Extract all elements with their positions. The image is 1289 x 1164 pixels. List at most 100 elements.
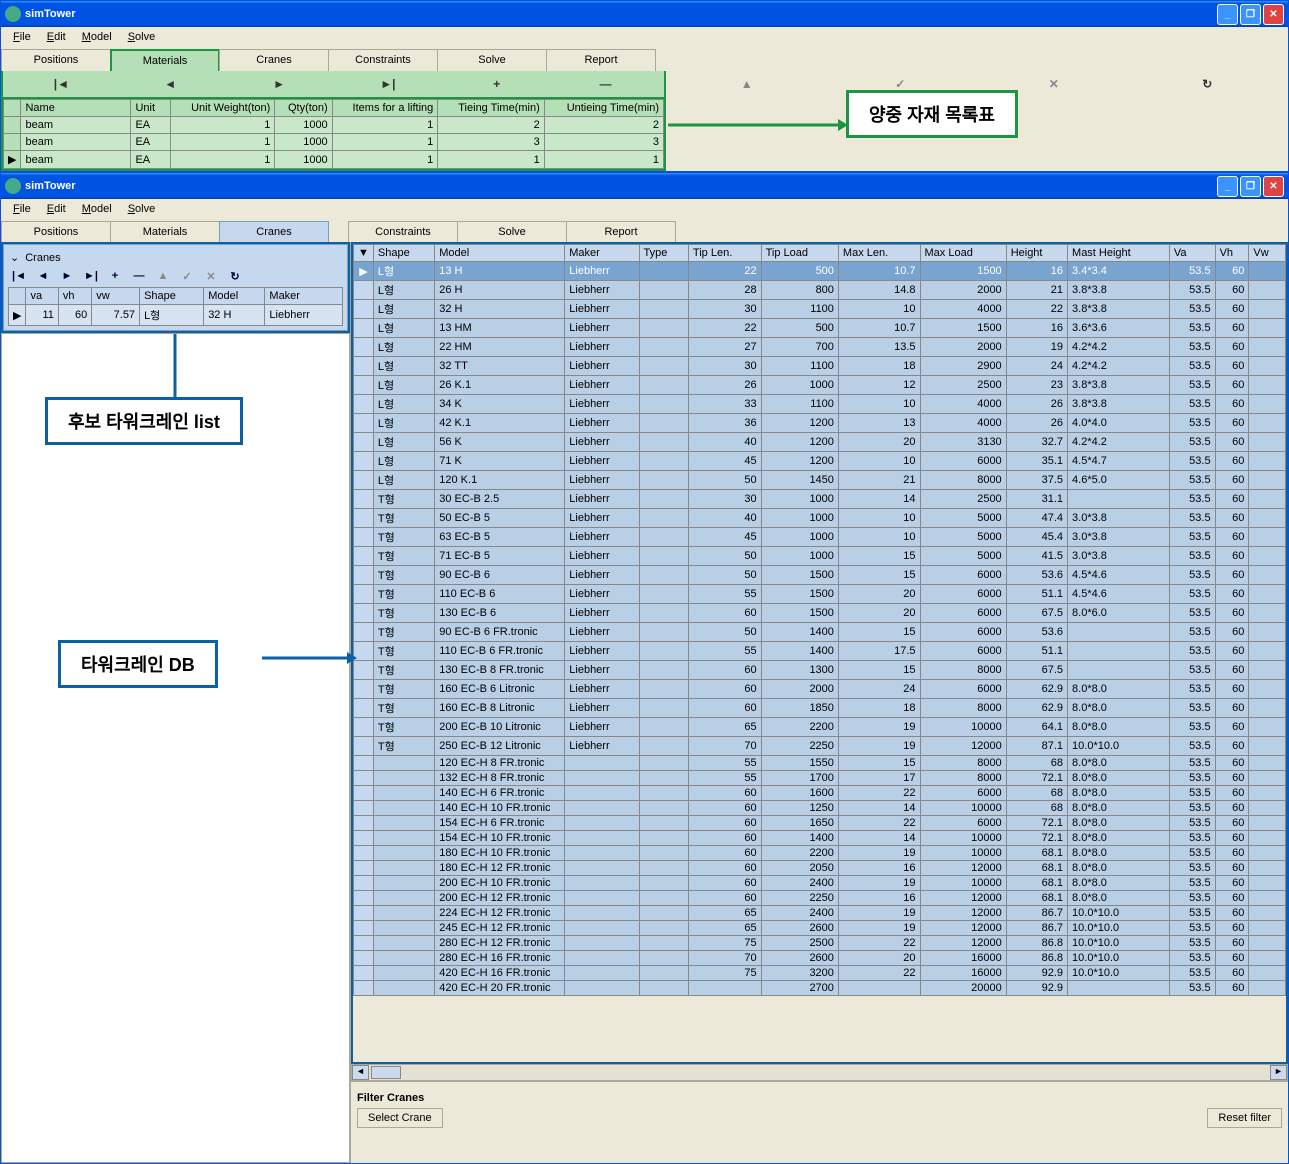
table-row[interactable]: L형 26 K.1 Liebherr 26 1000 12 2500 23 3.… — [354, 376, 1286, 395]
col-maker[interactable]: Maker — [265, 288, 343, 305]
cell-maker[interactable]: Liebherr — [265, 305, 343, 326]
table-row[interactable]: L형 32 TT Liebherr 30 1100 18 2900 24 4.2… — [354, 357, 1286, 376]
cell-maxload[interactable]: 6000 — [920, 816, 1006, 831]
cell-maxlen[interactable]: 17 — [838, 771, 920, 786]
cell-shape[interactable]: L형 — [373, 281, 434, 300]
col-va[interactable]: va — [26, 288, 58, 305]
cell-type[interactable] — [639, 452, 688, 471]
cell-tiplen[interactable]: 26 — [688, 376, 761, 395]
cell-maxload[interactable]: 6000 — [920, 604, 1006, 623]
cell-maxlen[interactable]: 22 — [838, 936, 920, 951]
cell-maxload[interactable]: 4000 — [920, 300, 1006, 319]
cell-shape[interactable] — [373, 876, 434, 891]
col-shape[interactable]: Shape — [140, 288, 204, 305]
table-row[interactable]: beam EA 1 1000 1 2 2 — [4, 117, 664, 134]
table-row[interactable]: 180 EC-H 10 FR.tronic 60 2200 19 10000 6… — [354, 846, 1286, 861]
cell-shape[interactable] — [373, 936, 434, 951]
cell-va[interactable]: 53.5 — [1169, 680, 1215, 699]
cell-va[interactable]: 53.5 — [1169, 936, 1215, 951]
table-row[interactable]: 154 EC-H 10 FR.tronic 60 1400 14 10000 7… — [354, 831, 1286, 846]
cell-tiplen[interactable]: 65 — [688, 718, 761, 737]
cell-height[interactable]: 31.1 — [1006, 490, 1067, 509]
cell-maxlen[interactable]: 14 — [838, 490, 920, 509]
cell-maxload[interactable]: 6000 — [920, 566, 1006, 585]
col-vw[interactable]: vw — [92, 288, 140, 305]
cell-type[interactable] — [639, 547, 688, 566]
scroll-left-button[interactable]: ◄ — [352, 1065, 369, 1080]
cell-unit[interactable]: EA — [131, 134, 171, 151]
cell-tiplen[interactable]: 55 — [688, 756, 761, 771]
cell-va[interactable]: 53.5 — [1169, 981, 1215, 996]
cell-tipload[interactable]: 1400 — [761, 623, 838, 642]
cell-height[interactable]: 86.8 — [1006, 936, 1067, 951]
nav-add[interactable]: + — [442, 73, 551, 95]
cell-maker[interactable] — [565, 831, 639, 846]
cell-type[interactable] — [639, 509, 688, 528]
cell-tipload[interactable]: 2400 — [761, 906, 838, 921]
cell-mast[interactable]: 10.0*10.0 — [1068, 936, 1170, 951]
cell-maxlen[interactable]: 17.5 — [838, 642, 920, 661]
cell-maker[interactable]: Liebherr — [565, 509, 639, 528]
cell-va[interactable]: 53.5 — [1169, 604, 1215, 623]
cell-tipload[interactable]: 1500 — [761, 604, 838, 623]
cell-height[interactable]: 86.7 — [1006, 921, 1067, 936]
cell-tie[interactable]: 2 — [438, 117, 545, 134]
col-tipload[interactable]: Tip Load — [761, 245, 838, 262]
cell-model[interactable]: 120 EC-H 8 FR.tronic — [435, 756, 565, 771]
cell-type[interactable] — [639, 771, 688, 786]
cell-shape[interactable]: L형 — [373, 433, 434, 452]
cell-vh[interactable]: 60 — [1215, 262, 1249, 281]
cell-type[interactable] — [639, 921, 688, 936]
col-type[interactable]: Type — [639, 245, 688, 262]
menu-edit[interactable]: Edit — [41, 29, 72, 45]
cell-tipload[interactable]: 1500 — [761, 585, 838, 604]
cell-va[interactable]: 53.5 — [1169, 528, 1215, 547]
cell-shape[interactable] — [373, 981, 434, 996]
chevron-down-icon[interactable]: ⌄ — [10, 251, 19, 264]
cell-va[interactable]: 53.5 — [1169, 566, 1215, 585]
cell-vh[interactable]: 60 — [1215, 699, 1249, 718]
tab-constraints[interactable]: Constraints — [348, 221, 458, 242]
cell-maxload[interactable]: 6000 — [920, 623, 1006, 642]
table-row[interactable]: L형 71 K Liebherr 45 1200 10 6000 35.1 4.… — [354, 452, 1286, 471]
col-shape[interactable]: Shape — [373, 245, 434, 262]
cell-vw[interactable] — [1249, 756, 1286, 771]
cell-model[interactable]: 90 EC-B 6 — [435, 566, 565, 585]
cell-height[interactable]: 41.5 — [1006, 547, 1067, 566]
cell-vh[interactable]: 60 — [1215, 801, 1249, 816]
cell-tiplen[interactable]: 60 — [688, 699, 761, 718]
cell-vw[interactable] — [1249, 566, 1286, 585]
cell-vw[interactable] — [1249, 718, 1286, 737]
cell-tiplen[interactable]: 50 — [688, 471, 761, 490]
cell-vh[interactable]: 60 — [1215, 585, 1249, 604]
cell-mast[interactable]: 10.0*10.0 — [1068, 906, 1170, 921]
cell-height[interactable]: 92.9 — [1006, 981, 1067, 996]
cell-vh[interactable]: 60 — [1215, 737, 1249, 756]
table-row[interactable]: 140 EC-H 6 FR.tronic 60 1600 22 6000 68 … — [354, 786, 1286, 801]
cell-model[interactable]: 42 K.1 — [435, 414, 565, 433]
cell-vh[interactable]: 60 — [1215, 846, 1249, 861]
cell-maker[interactable] — [565, 876, 639, 891]
col-height[interactable]: Height — [1006, 245, 1067, 262]
cell-tiplen[interactable]: 75 — [688, 966, 761, 981]
table-row[interactable]: L형 22 HM Liebherr 27 700 13.5 2000 19 4.… — [354, 338, 1286, 357]
cell-maxlen[interactable]: 20 — [838, 585, 920, 604]
cell-tipload[interactable]: 500 — [761, 262, 838, 281]
cell-va[interactable]: 53.5 — [1169, 906, 1215, 921]
cell-vw[interactable] — [1249, 786, 1286, 801]
cell-type[interactable] — [639, 338, 688, 357]
cell-tipload[interactable]: 2200 — [761, 718, 838, 737]
cell-tiplen[interactable]: 30 — [688, 300, 761, 319]
cell-maker[interactable]: Liebherr — [565, 661, 639, 680]
nav-prev[interactable]: ◄ — [116, 73, 225, 95]
table-row[interactable]: T형 63 EC-B 5 Liebherr 45 1000 10 5000 45… — [354, 528, 1286, 547]
cell-height[interactable]: 72.1 — [1006, 771, 1067, 786]
cell-vh[interactable]: 60 — [1215, 966, 1249, 981]
cell-untie[interactable]: 3 — [544, 134, 663, 151]
cell-maxload[interactable]: 8000 — [920, 471, 1006, 490]
table-row[interactable]: T형 130 EC-B 6 Liebherr 60 1500 20 6000 6… — [354, 604, 1286, 623]
cell-tipload[interactable]: 1000 — [761, 547, 838, 566]
cell-height[interactable]: 67.5 — [1006, 604, 1067, 623]
cell-model[interactable]: 200 EC-H 10 FR.tronic — [435, 876, 565, 891]
tab-cranes[interactable]: Cranes — [219, 49, 329, 71]
